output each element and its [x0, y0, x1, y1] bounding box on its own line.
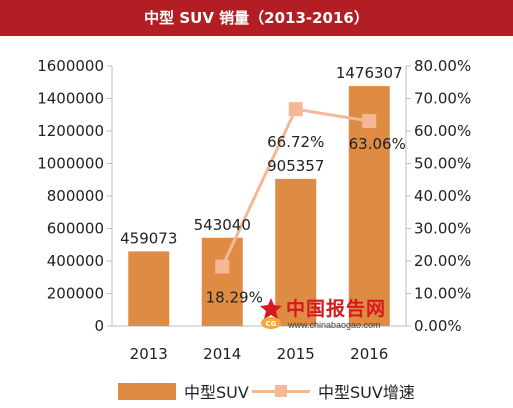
right-tick-label: 40.00% [414, 187, 471, 205]
bar-value-label: 905357 [267, 157, 324, 175]
right-tick-label: 0.00% [414, 317, 462, 335]
left-tick-label: 600000 [47, 220, 104, 238]
growth-point [362, 114, 377, 129]
bar [128, 251, 170, 326]
legend-label-bar: 中型SUV [184, 383, 249, 402]
x-tick-label: 2014 [203, 345, 241, 363]
legend-line-marker [275, 385, 287, 397]
bar-value-label: 459073 [120, 229, 177, 247]
watermark-url: www.chinabaogao.com [288, 320, 381, 330]
x-tick-label: 2015 [277, 345, 315, 363]
legend-bar-swatch [118, 382, 176, 400]
bar-series [128, 86, 390, 326]
legend-label-line: 中型SUV增速 [318, 383, 415, 402]
left-tick-label: 800000 [47, 187, 104, 205]
watermark: CG 中国报告网 www.chinabaogao.com [258, 294, 408, 338]
legend-item-bar: 中型SUV [118, 378, 249, 404]
x-tick-label: 2016 [350, 345, 388, 363]
left-tick-label: 1200000 [37, 122, 104, 140]
watermark-name: 中国报告网 [286, 298, 387, 320]
right-tick-label: 50.00% [414, 155, 471, 173]
right-tick-label: 10.00% [414, 285, 471, 303]
bar [201, 237, 243, 326]
right-tick-label: 30.00% [414, 220, 471, 238]
legend-line-swatch [252, 383, 310, 399]
left-tick-label: 1000000 [37, 155, 104, 173]
left-tick-label: 400000 [47, 252, 104, 270]
left-tick-label: 200000 [47, 285, 104, 303]
legend: 中型SUV 中型SUV增速 [0, 378, 513, 404]
chart-title: 中型 SUV 销量（2013-2016） [0, 0, 513, 36]
x-tick-label: 2013 [130, 345, 168, 363]
right-tick-label: 80.00% [414, 57, 471, 75]
right-tick-label: 70.00% [414, 90, 471, 108]
growth-value-label: 66.72% [267, 133, 324, 151]
watermark-logo-icon: CG [260, 298, 282, 329]
svg-text:CG: CG [266, 320, 277, 328]
growth-value-label: 18.29% [206, 289, 263, 307]
data-labels: 459073 543040 905357 1476307 18.29% 66.72% 63.… [120, 64, 406, 306]
growth-point [215, 259, 230, 274]
axes: 0 200000 400000 600000 800000 1000000 1200000 1… [37, 57, 471, 363]
legend-item-line: 中型SUV增速 [252, 378, 415, 404]
left-tick-label: 1600000 [37, 57, 104, 75]
bar-value-label: 543040 [194, 216, 251, 234]
growth-value-label: 63.06% [349, 135, 406, 153]
bar-value-label: 1476307 [336, 64, 403, 82]
line-series [215, 102, 377, 274]
combo-chart: 0 200000 400000 600000 800000 1000000 1200000 1… [37, 57, 471, 363]
right-tick-label: 60.00% [414, 122, 471, 140]
right-tick-label: 20.00% [414, 252, 471, 270]
left-tick-label: 1400000 [37, 90, 104, 108]
growth-point [288, 102, 303, 117]
bar [275, 178, 317, 326]
left-tick-label: 0 [94, 317, 104, 335]
